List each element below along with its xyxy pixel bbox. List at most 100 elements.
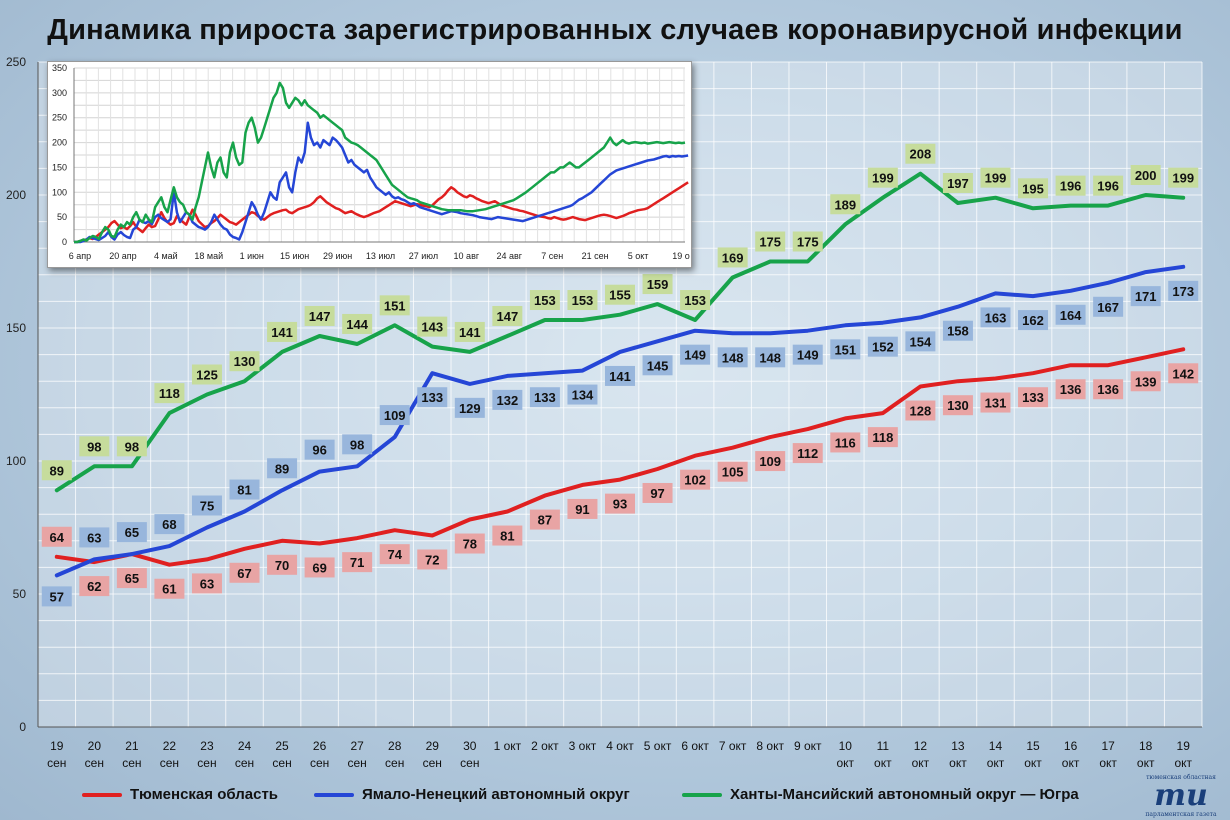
data-label-text: 142 <box>1172 366 1194 381</box>
data-label-hmao: 175 <box>755 231 786 252</box>
x-tick-label-month: сен <box>385 756 404 770</box>
data-label-text: 167 <box>1097 300 1119 315</box>
data-label-bg <box>830 339 861 360</box>
y-tick-label: 150 <box>6 321 26 335</box>
data-label-text: 61 <box>162 582 176 597</box>
x-tick-label-month: сен <box>85 756 104 770</box>
data-label-bg <box>41 460 72 481</box>
data-label-bg <box>304 439 335 460</box>
data-label-text: 196 <box>1097 179 1119 194</box>
x-tick-label-month: окт <box>987 756 1005 770</box>
data-label-hmao: 98 <box>116 436 147 457</box>
data-label-text: 112 <box>797 446 818 461</box>
data-label-yamal: 133 <box>417 387 448 408</box>
data-label-text: 93 <box>613 497 627 512</box>
legend-line-yamal <box>314 792 354 797</box>
inset-x-tick-label: 6 апр <box>69 251 91 261</box>
data-label-bg <box>1130 286 1161 307</box>
x-tick-label-month: сен <box>122 756 141 770</box>
data-label-text: 130 <box>947 398 969 413</box>
data-label-bg <box>717 247 748 268</box>
data-label-tyumen: 65 <box>116 568 147 589</box>
data-label-bg <box>1055 379 1086 400</box>
data-label-bg <box>304 305 335 326</box>
x-tick-label: 29 <box>426 739 440 753</box>
data-label-bg <box>79 436 110 457</box>
x-tick-label: 19 <box>1177 739 1191 753</box>
data-label-tyumen: 81 <box>492 525 523 546</box>
data-label-yamal: 109 <box>379 405 410 426</box>
data-label-bg <box>755 451 786 472</box>
data-label-yamal: 63 <box>79 527 110 548</box>
x-tick-label-month: окт <box>1062 756 1080 770</box>
x-tick-label: 5 окт <box>644 739 672 753</box>
data-label-yamal: 158 <box>942 320 973 341</box>
data-label-yamal: 149 <box>680 344 711 365</box>
inset-x-tick-label: 27 июл <box>409 251 438 261</box>
data-label-yamal: 162 <box>1018 310 1049 331</box>
data-label-yamal: 68 <box>154 514 185 535</box>
data-label-hmao: 195 <box>1018 178 1049 199</box>
data-label-text: 102 <box>684 473 706 488</box>
data-label-text: 199 <box>872 171 894 186</box>
data-label-text: 67 <box>237 566 251 581</box>
data-label-text: 89 <box>275 461 289 476</box>
data-label-yamal: 163 <box>980 307 1011 328</box>
data-label-bg <box>792 231 823 252</box>
inset-x-tick-label: 5 окт <box>628 251 649 261</box>
data-label-text: 175 <box>797 235 819 250</box>
data-label-bg <box>867 427 898 448</box>
data-label-bg <box>454 397 485 418</box>
data-label-text: 147 <box>309 309 331 324</box>
data-label-hmao: 196 <box>1093 175 1124 196</box>
data-label-text: 148 <box>722 350 744 365</box>
data-label-text: 141 <box>271 325 293 340</box>
data-label-bg <box>379 544 410 565</box>
data-label-bg <box>1055 304 1086 325</box>
x-tick-label-month: сен <box>423 756 442 770</box>
legend-label-hmao: Ханты-Мансийский автономный округ — Югра <box>730 786 1079 803</box>
data-label-yamal: 148 <box>717 347 748 368</box>
data-label-text: 72 <box>425 552 439 567</box>
data-label-tyumen: 93 <box>605 493 635 514</box>
inset-x-tick-label: 7 сен <box>541 251 563 261</box>
data-label-hmao: 153 <box>567 290 598 311</box>
data-label-tyumen: 87 <box>529 509 560 530</box>
x-tick-label-month: сен <box>460 756 479 770</box>
data-label-text: 139 <box>1135 374 1157 389</box>
data-label-yamal: 154 <box>905 331 936 352</box>
data-label-text: 97 <box>650 486 664 501</box>
data-label-tyumen: 102 <box>680 469 711 490</box>
data-label-text: 89 <box>50 463 64 478</box>
data-label-tyumen: 61 <box>154 578 185 599</box>
data-label-text: 118 <box>872 430 893 445</box>
data-label-text: 69 <box>312 560 326 575</box>
data-label-bg <box>1168 280 1199 301</box>
data-label-text: 158 <box>947 324 969 339</box>
x-tick-label-month: окт <box>1024 756 1042 770</box>
data-label-bg <box>41 586 72 607</box>
legend-item-yamal: Ямало-Ненецкий автономный округ <box>314 786 630 803</box>
data-label-text: 175 <box>759 235 781 250</box>
data-label-bg <box>1168 167 1199 188</box>
x-tick-label-month: окт <box>1174 756 1192 770</box>
data-label-text: 81 <box>237 483 251 498</box>
data-label-text: 149 <box>797 348 819 363</box>
data-label-text: 164 <box>1060 308 1082 323</box>
data-label-tyumen: 62 <box>79 576 110 597</box>
data-label-yamal: 75 <box>191 495 222 516</box>
data-label-bg <box>1093 296 1124 317</box>
data-label-yamal: 167 <box>1093 296 1124 317</box>
data-label-yamal: 164 <box>1055 304 1086 325</box>
data-label-bg <box>642 274 673 295</box>
data-label-hmao: 153 <box>529 290 560 311</box>
data-label-bg <box>905 143 936 164</box>
data-label-hmao: 208 <box>905 143 936 164</box>
data-label-hmao: 175 <box>792 231 823 252</box>
x-tick-label: 4 окт <box>606 739 634 753</box>
data-label-hmao: 118 <box>154 383 185 404</box>
data-label-bg <box>229 479 260 500</box>
data-label-tyumen: 112 <box>792 443 823 464</box>
inset-x-tick-label: 19 о <box>672 251 690 261</box>
data-label-bg <box>942 172 973 193</box>
